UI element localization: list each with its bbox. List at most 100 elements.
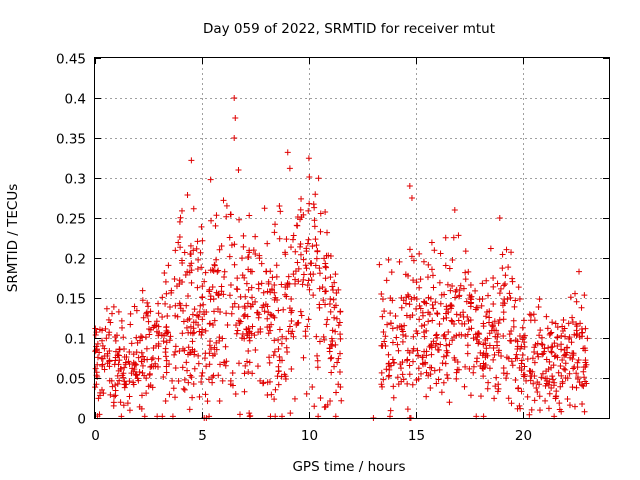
data-point bbox=[195, 322, 202, 329]
data-point bbox=[413, 305, 420, 312]
y-axis-label: SRMTID / TECUs bbox=[5, 184, 21, 292]
data-point bbox=[461, 383, 468, 390]
data-point bbox=[180, 385, 187, 392]
data-point bbox=[303, 265, 310, 272]
data-point bbox=[390, 383, 397, 390]
data-point bbox=[184, 268, 191, 275]
data-point bbox=[141, 356, 148, 363]
data-point bbox=[196, 328, 203, 335]
data-point bbox=[508, 400, 515, 407]
data-point bbox=[300, 256, 307, 263]
data-point bbox=[240, 232, 247, 239]
data-point bbox=[563, 344, 570, 351]
data-point bbox=[487, 245, 494, 252]
data-point bbox=[207, 338, 214, 345]
data-point bbox=[455, 232, 462, 239]
data-point bbox=[575, 357, 582, 364]
data-point bbox=[162, 278, 169, 285]
data-point bbox=[241, 388, 248, 395]
data-point bbox=[164, 312, 171, 319]
data-point bbox=[500, 364, 507, 371]
data-point bbox=[294, 222, 301, 229]
data-point bbox=[409, 358, 416, 365]
data-point bbox=[314, 248, 321, 255]
data-point bbox=[578, 325, 585, 332]
data-point bbox=[534, 340, 541, 347]
data-point bbox=[127, 321, 134, 328]
data-point bbox=[303, 390, 310, 397]
data-point bbox=[500, 316, 507, 323]
data-point bbox=[458, 331, 465, 338]
data-point bbox=[130, 351, 137, 358]
data-point bbox=[556, 406, 563, 413]
data-point bbox=[423, 369, 430, 376]
data-point bbox=[264, 315, 271, 322]
data-point bbox=[498, 353, 505, 360]
data-point bbox=[480, 365, 487, 372]
data-point bbox=[463, 298, 470, 305]
data-point bbox=[214, 268, 221, 275]
data-point bbox=[187, 372, 194, 379]
data-point bbox=[528, 406, 535, 413]
data-point bbox=[163, 290, 170, 297]
data-point bbox=[255, 281, 262, 288]
data-point bbox=[171, 275, 178, 282]
data-point bbox=[376, 261, 383, 268]
data-point bbox=[570, 365, 577, 372]
data-point bbox=[181, 249, 188, 256]
data-point bbox=[562, 333, 569, 340]
data-point bbox=[459, 320, 466, 327]
data-point bbox=[307, 271, 314, 278]
data-point bbox=[500, 333, 507, 340]
data-point bbox=[177, 244, 184, 251]
data-point bbox=[284, 149, 291, 156]
data-point bbox=[559, 380, 566, 387]
data-point bbox=[239, 255, 246, 262]
data-point bbox=[121, 353, 128, 360]
data-point bbox=[286, 323, 293, 330]
data-point bbox=[416, 250, 423, 257]
data-point bbox=[305, 277, 312, 284]
data-point bbox=[155, 310, 162, 317]
data-point bbox=[579, 329, 586, 336]
data-point bbox=[120, 370, 127, 377]
data-point bbox=[291, 395, 298, 402]
data-point bbox=[256, 311, 263, 318]
data-point bbox=[286, 165, 293, 172]
data-point bbox=[553, 388, 560, 395]
data-point bbox=[114, 380, 121, 387]
data-point bbox=[221, 274, 228, 281]
x-tick-label: 10 bbox=[301, 428, 318, 444]
data-point bbox=[297, 206, 304, 213]
data-point bbox=[477, 349, 484, 356]
data-point bbox=[562, 360, 569, 367]
data-point bbox=[526, 311, 533, 318]
data-point bbox=[137, 333, 144, 340]
data-point bbox=[449, 282, 456, 289]
data-point bbox=[508, 249, 515, 256]
data-point bbox=[239, 330, 246, 337]
data-point bbox=[557, 362, 564, 369]
data-point bbox=[113, 332, 120, 339]
data-point bbox=[199, 369, 206, 376]
data-point bbox=[538, 341, 545, 348]
data-point bbox=[414, 330, 421, 337]
data-point bbox=[147, 308, 154, 315]
data-point bbox=[227, 377, 234, 384]
data-point bbox=[128, 340, 135, 347]
data-point bbox=[162, 353, 169, 360]
data-point bbox=[573, 323, 580, 330]
data-point bbox=[490, 274, 497, 281]
data-point bbox=[507, 337, 514, 344]
data-points bbox=[92, 95, 591, 421]
data-point bbox=[330, 296, 337, 303]
data-point bbox=[112, 382, 119, 389]
data-point bbox=[327, 274, 334, 281]
data-point bbox=[288, 295, 295, 302]
data-point bbox=[133, 334, 140, 341]
data-point bbox=[135, 354, 142, 361]
data-point bbox=[466, 365, 473, 372]
data-point bbox=[179, 364, 186, 371]
data-point bbox=[483, 277, 490, 284]
data-point bbox=[252, 250, 259, 257]
